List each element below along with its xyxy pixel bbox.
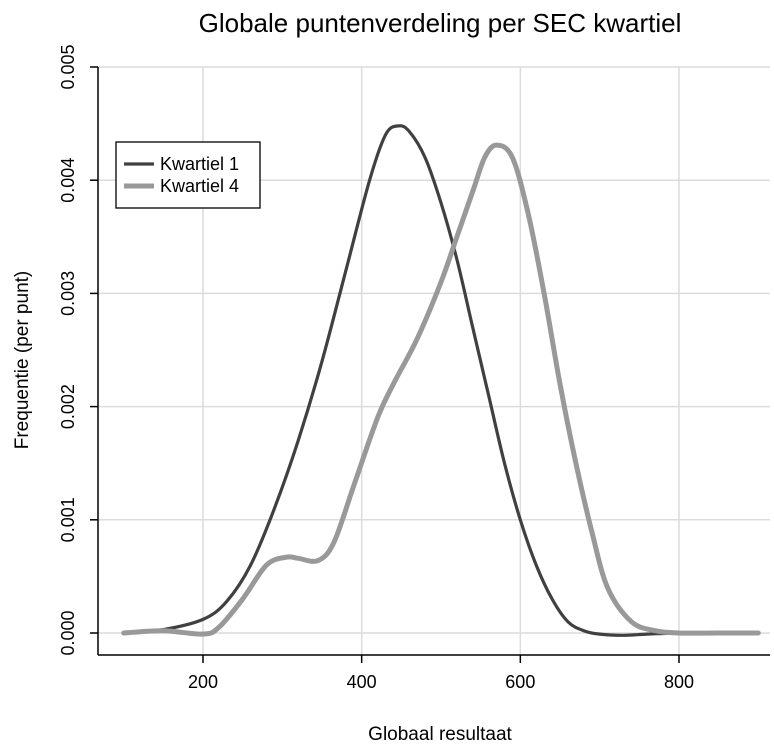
axes: 200 400 600 800 0.000 0.001 0.002 0.003 0.004 0.0… — [58, 44, 770, 692]
y-tick-label: 0.003 — [58, 271, 78, 316]
chart-title: Globale puntenverdeling per SEC kwartiel — [199, 8, 682, 38]
y-tick-label: 0.005 — [58, 44, 78, 89]
series-curves — [121, 124, 761, 637]
series-line-2 — [121, 142, 761, 637]
y-tick-label: 0.001 — [58, 497, 78, 542]
y-tick-label: 0.002 — [58, 384, 78, 429]
y-tick-label: 0.004 — [58, 158, 78, 203]
x-tick-label: 400 — [347, 672, 377, 692]
legend-box — [115, 141, 261, 209]
y-tick-label: 0.000 — [58, 610, 78, 655]
legend-label-1: Kwartiel 1 — [160, 154, 239, 174]
x-axis-label: Globaal resultaat — [368, 724, 512, 745]
x-tick-label: 200 — [188, 672, 218, 692]
x-tick-label: 800 — [664, 672, 694, 692]
series-line-1 — [122, 124, 760, 637]
y-axis-label: Frequentie (per punt) — [12, 271, 33, 450]
x-tick-label: 600 — [505, 672, 535, 692]
legend-label-2: Kwartiel 4 — [160, 176, 239, 196]
